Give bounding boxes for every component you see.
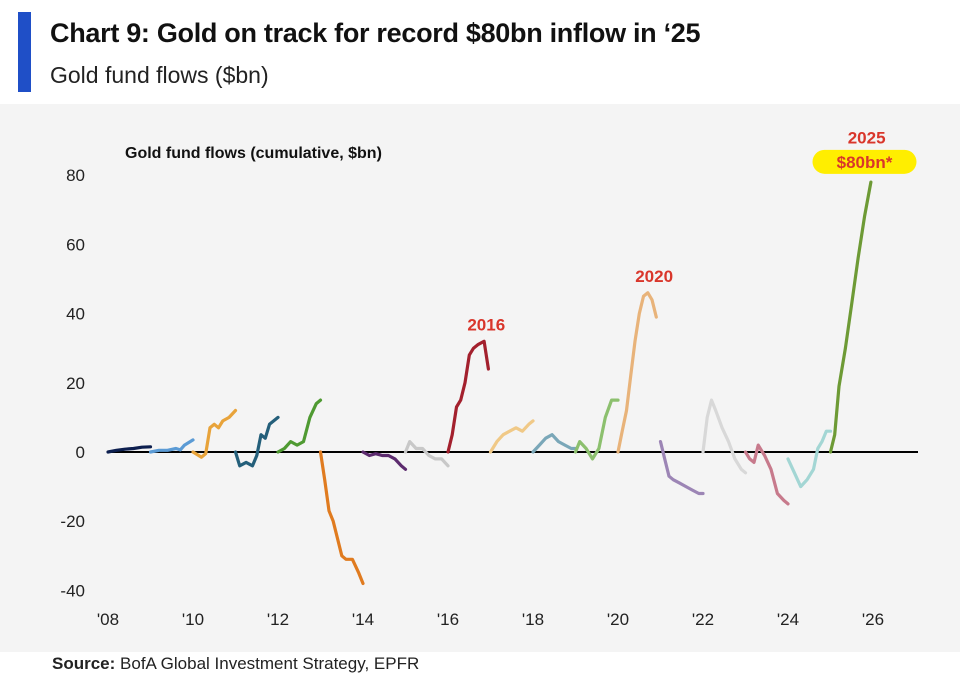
- series-line-2009: [148, 438, 195, 454]
- annotation-highlight: [812, 149, 917, 174]
- source-label: Source:: [52, 654, 116, 673]
- x-tick-label: '14: [352, 610, 374, 629]
- series-line-2013: [318, 450, 365, 586]
- series-line-2024: [786, 429, 833, 489]
- x-tick-label: '22: [692, 610, 714, 629]
- series-line-2016: [446, 339, 490, 454]
- y-tick-label: 60: [66, 235, 85, 254]
- y-tick-label: 80: [66, 166, 85, 185]
- chart-area: Gold fund flows (cumulative, $bn) 80 60 40…: [0, 104, 960, 652]
- y-tick-label: -40: [60, 581, 85, 600]
- y-tick-label: -20: [60, 512, 85, 531]
- series-line-2012: [276, 398, 323, 454]
- annotation-label: 2020: [635, 267, 673, 286]
- gold-flows-chart: Gold fund flows (cumulative, $bn) 80 60 40…: [60, 129, 918, 629]
- series-line-2015: [403, 440, 450, 468]
- x-tick-label: '26: [862, 610, 884, 629]
- series-line-2008: [106, 445, 153, 454]
- y-tick-label: 0: [76, 443, 85, 462]
- title-accent-bar: [18, 12, 31, 92]
- series-line-2020: [616, 291, 658, 454]
- series-line-2019: [573, 398, 620, 461]
- y-tick-label: 20: [66, 374, 85, 393]
- series-line-2025: [828, 180, 873, 454]
- chart-title: Gold fund flows (cumulative, $bn): [125, 145, 382, 162]
- x-tick-label: '24: [777, 610, 799, 629]
- x-tick-label: '20: [607, 610, 629, 629]
- annotation-label: $80bn*: [837, 153, 893, 172]
- x-tick-label: '18: [522, 610, 544, 629]
- annotation-label: 2016: [467, 315, 505, 334]
- annotation-label: 2025: [848, 129, 886, 148]
- page-title: Chart 9: Gold on track for record $80bn …: [50, 18, 701, 48]
- x-tick-label: '12: [267, 610, 289, 629]
- series-line-2010: [191, 408, 238, 459]
- series-line-2017: [488, 419, 535, 454]
- source-text: BofA Global Investment Strategy, EPFR: [120, 654, 420, 673]
- x-tick-label: '16: [437, 610, 459, 629]
- page-subtitle: Gold fund flows ($bn): [50, 62, 269, 88]
- source-note: Source: BofA Global Investment Strategy,…: [52, 654, 419, 674]
- series-line-2014: [361, 450, 408, 471]
- series-line-2023: [743, 443, 790, 506]
- y-tick-label: 40: [66, 305, 85, 324]
- series-line-2021: [658, 440, 705, 496]
- series-line-2011: [233, 415, 280, 468]
- x-tick-label: '10: [182, 610, 204, 629]
- series-line-2022: [701, 398, 748, 475]
- series-line-2018: [531, 433, 578, 454]
- x-tick-label: '08: [97, 610, 119, 629]
